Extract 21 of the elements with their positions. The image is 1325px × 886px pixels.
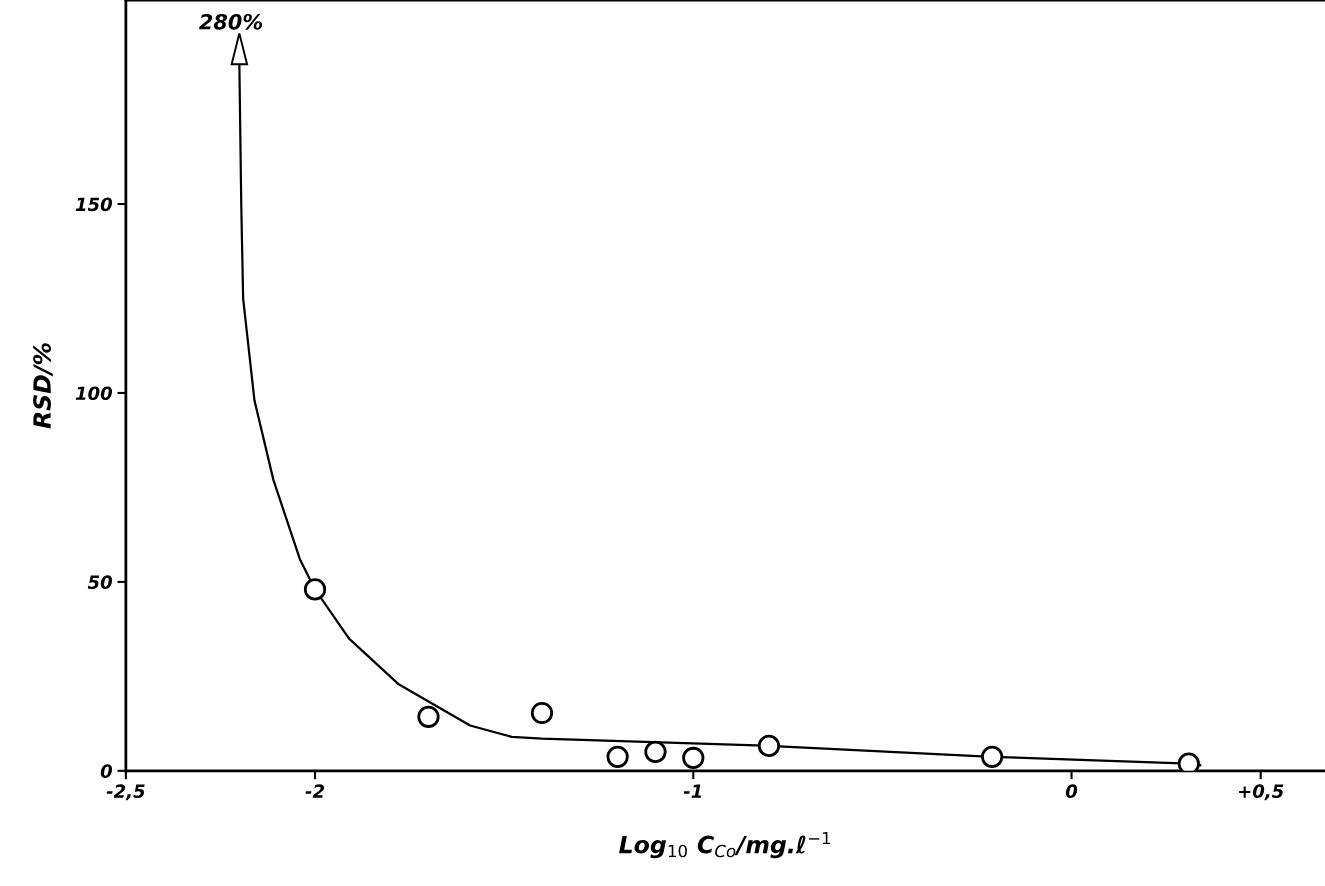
x-tick-label: -2,5 xyxy=(106,784,145,801)
y-tick-label: 100 xyxy=(75,386,113,401)
annotation: 280% xyxy=(199,13,263,30)
x-axis-title: Log$_{10}$ C$_{Co}$/mg.ℓ$^{−1}$ xyxy=(619,832,831,859)
point xyxy=(530,701,554,725)
y-axis-title: RSD/% xyxy=(33,343,53,429)
x-tick-label: +0,5 xyxy=(1239,784,1284,801)
y-tick-label: 150 xyxy=(75,197,113,212)
x-tick-label: -1 xyxy=(683,784,702,798)
point xyxy=(757,734,781,757)
x-tick-label: -2 xyxy=(305,784,325,798)
y-tick-label: 0 xyxy=(100,764,113,778)
y-tick-label: 50 xyxy=(87,575,113,590)
point xyxy=(1177,752,1200,771)
point xyxy=(303,578,327,601)
point xyxy=(417,705,440,728)
point xyxy=(981,745,1004,768)
point xyxy=(644,740,667,764)
x-tick-label: 0 xyxy=(1065,784,1078,798)
point xyxy=(682,746,705,770)
point xyxy=(606,745,629,768)
